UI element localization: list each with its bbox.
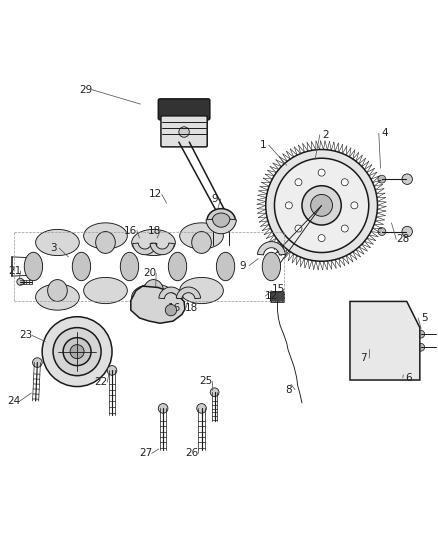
Ellipse shape xyxy=(192,231,212,253)
Text: 15: 15 xyxy=(271,284,285,294)
Ellipse shape xyxy=(72,252,91,281)
Text: 7: 7 xyxy=(360,353,367,363)
Text: 22: 22 xyxy=(95,377,108,387)
Circle shape xyxy=(295,225,302,232)
Polygon shape xyxy=(159,287,183,298)
Ellipse shape xyxy=(132,229,175,256)
Text: 27: 27 xyxy=(139,448,152,458)
Ellipse shape xyxy=(216,252,235,281)
Polygon shape xyxy=(131,286,185,323)
Circle shape xyxy=(266,149,378,261)
Circle shape xyxy=(295,179,302,185)
Text: 16: 16 xyxy=(124,225,138,236)
Text: 9: 9 xyxy=(211,194,218,204)
Ellipse shape xyxy=(212,213,230,228)
Text: 12: 12 xyxy=(149,189,162,199)
Circle shape xyxy=(399,305,406,313)
Text: 29: 29 xyxy=(79,85,92,95)
Circle shape xyxy=(302,185,341,225)
Circle shape xyxy=(378,175,386,183)
Text: 2: 2 xyxy=(323,130,329,140)
Circle shape xyxy=(402,174,413,184)
FancyBboxPatch shape xyxy=(271,292,285,302)
Ellipse shape xyxy=(84,223,127,249)
Circle shape xyxy=(42,317,112,386)
Circle shape xyxy=(286,202,292,209)
Polygon shape xyxy=(133,243,157,255)
Circle shape xyxy=(417,330,425,338)
Ellipse shape xyxy=(262,252,281,281)
Text: 12: 12 xyxy=(265,291,278,301)
Circle shape xyxy=(53,328,101,376)
Circle shape xyxy=(210,388,219,397)
Circle shape xyxy=(401,371,409,379)
Text: 6: 6 xyxy=(406,373,412,383)
Text: 18: 18 xyxy=(185,303,198,313)
FancyBboxPatch shape xyxy=(158,99,210,120)
Text: 20: 20 xyxy=(144,268,156,278)
Circle shape xyxy=(351,202,358,209)
Circle shape xyxy=(341,225,348,232)
Circle shape xyxy=(197,403,206,413)
Circle shape xyxy=(165,304,177,316)
Ellipse shape xyxy=(207,208,235,233)
Ellipse shape xyxy=(48,280,67,302)
Circle shape xyxy=(179,127,189,138)
Ellipse shape xyxy=(35,284,79,310)
Circle shape xyxy=(32,358,42,367)
Polygon shape xyxy=(150,243,174,255)
Text: 1: 1 xyxy=(259,140,266,150)
Circle shape xyxy=(318,235,325,241)
Ellipse shape xyxy=(35,229,79,256)
Text: 9: 9 xyxy=(240,261,246,271)
Ellipse shape xyxy=(168,252,187,281)
Text: 3: 3 xyxy=(50,243,57,253)
Text: 25: 25 xyxy=(199,376,212,386)
Polygon shape xyxy=(258,241,285,255)
Polygon shape xyxy=(350,302,420,380)
Polygon shape xyxy=(176,287,201,298)
Ellipse shape xyxy=(132,284,175,310)
Circle shape xyxy=(17,278,24,285)
Text: 5: 5 xyxy=(421,313,427,323)
Text: 21: 21 xyxy=(8,266,21,276)
Circle shape xyxy=(353,304,360,312)
Circle shape xyxy=(107,366,117,375)
Text: 24: 24 xyxy=(7,396,21,406)
Circle shape xyxy=(351,371,359,379)
Text: 4: 4 xyxy=(381,128,388,139)
Ellipse shape xyxy=(120,252,139,281)
FancyBboxPatch shape xyxy=(161,116,207,147)
Circle shape xyxy=(378,228,386,236)
Circle shape xyxy=(70,345,84,359)
Text: 26: 26 xyxy=(185,448,198,458)
Polygon shape xyxy=(206,219,237,234)
Text: 18: 18 xyxy=(148,225,161,236)
Circle shape xyxy=(402,227,413,237)
Circle shape xyxy=(158,403,168,413)
Ellipse shape xyxy=(180,277,223,304)
Ellipse shape xyxy=(180,223,223,249)
Ellipse shape xyxy=(144,280,163,302)
Ellipse shape xyxy=(24,252,42,281)
Ellipse shape xyxy=(95,231,115,253)
Text: 23: 23 xyxy=(19,330,33,341)
Circle shape xyxy=(275,158,369,253)
Text: 16: 16 xyxy=(168,303,181,313)
Ellipse shape xyxy=(84,277,127,304)
Text: 8: 8 xyxy=(286,385,292,394)
Circle shape xyxy=(311,195,332,216)
Circle shape xyxy=(318,169,325,176)
Circle shape xyxy=(417,343,425,351)
Circle shape xyxy=(341,179,348,185)
Circle shape xyxy=(63,338,91,366)
Text: 28: 28 xyxy=(396,235,409,245)
